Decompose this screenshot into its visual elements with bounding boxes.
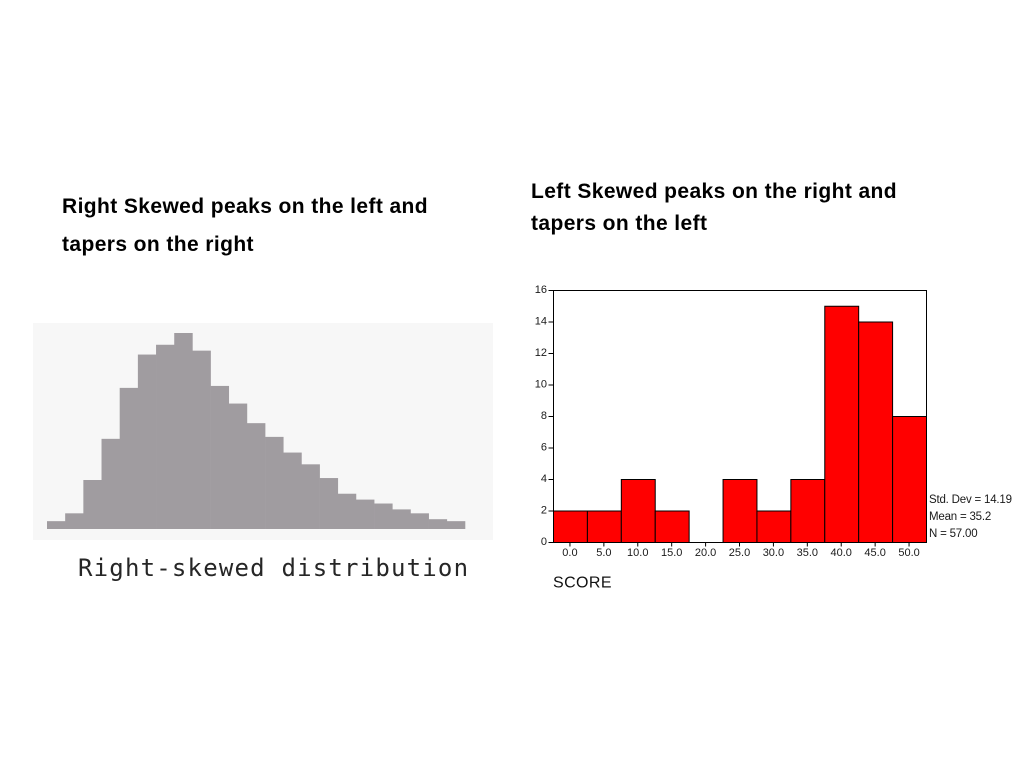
y-tick-label: 4	[541, 473, 547, 485]
score-bar	[892, 416, 927, 543]
stat-mean: Mean = 35.2	[929, 511, 991, 523]
y-tick-label: 10	[535, 379, 547, 391]
x-tick-label: 50.0	[898, 547, 919, 559]
x-axis-ticks: 0.0 5.0 10.0 15.0 20.0 25.0 30.0 35.0 40.0 45.0 50…	[562, 542, 920, 559]
right-heading-line-1: Left Skewed peaks on the right and	[531, 180, 897, 203]
left-histogram-bar	[283, 452, 302, 529]
score-bar	[553, 510, 588, 543]
y-tick-label: 6	[541, 442, 547, 454]
x-tick-label: 40.0	[831, 547, 852, 559]
left-histogram-bar	[83, 480, 102, 529]
left-histogram-bar	[410, 513, 429, 529]
left-histogram-bar	[265, 436, 284, 529]
left-histogram-bar	[137, 354, 157, 529]
score-bar	[858, 321, 894, 543]
x-tick-label: 15.0	[661, 547, 682, 559]
x-tick-label: 0.0	[562, 547, 577, 559]
left-histogram-bar	[156, 344, 175, 529]
left-histogram-bar	[246, 423, 266, 529]
stat-n: N = 57.00	[929, 528, 977, 540]
left-histogram-bar	[355, 499, 375, 529]
left-histogram-bar	[101, 438, 120, 529]
left-histogram-bar	[47, 521, 66, 529]
y-axis-ticks: 0 2 4 6 8 10 12 14 16	[535, 284, 554, 548]
left-histogram-bar	[392, 509, 411, 529]
y-tick-label: 0	[541, 536, 547, 548]
score-bar	[654, 510, 690, 543]
left-histogram-bar	[228, 403, 248, 529]
x-tick-label: 10.0	[627, 547, 648, 559]
score-bar	[790, 479, 826, 543]
score-bar	[756, 510, 792, 543]
x-axis-title: SCORE	[553, 575, 612, 592]
score-histogram: 0 2 4 6 8 10 12 14 16 0.0 5.0 10.0 15.0 20.0 25.0 30.0…	[535, 284, 1012, 592]
summary-stats: Std. Dev = 14.19 Mean = 35.2 N = 57.00	[929, 494, 1012, 540]
stat-std-dev: Std. Dev = 14.19	[929, 494, 1012, 506]
left-histogram-bar	[65, 513, 84, 529]
left-heading-line-1: Right Skewed peaks on the left and	[62, 195, 428, 218]
right-skewed-histogram	[33, 323, 493, 540]
x-tick-label: 30.0	[763, 547, 784, 559]
right-heading: Left Skewed peaks on the right and taper…	[531, 176, 897, 240]
left-histogram-bar	[446, 521, 466, 529]
y-tick-label: 8	[541, 410, 547, 422]
score-bars	[553, 305, 927, 543]
left-bars	[47, 333, 466, 529]
left-chart-caption: Right-skewed distribution	[78, 554, 470, 582]
left-histogram-bar	[301, 464, 320, 529]
x-tick-label: 20.0	[695, 547, 716, 559]
left-histogram-bar	[210, 385, 230, 529]
right-heading-line-2: tapers on the left	[531, 212, 708, 235]
score-bar	[620, 479, 656, 543]
left-heading: Right Skewed peaks on the left and taper…	[62, 188, 428, 264]
left-histogram-bar	[374, 503, 393, 529]
x-tick-label: 45.0	[864, 547, 885, 559]
y-tick-label: 14	[535, 316, 547, 328]
score-bar	[824, 305, 860, 543]
left-heading-line-2: tapers on the right	[62, 233, 254, 256]
left-histogram-bar	[337, 493, 357, 529]
y-tick-label: 16	[535, 284, 547, 296]
x-tick-label: 25.0	[729, 547, 750, 559]
x-tick-label: 5.0	[596, 547, 611, 559]
left-histogram-bar	[119, 387, 139, 529]
x-tick-label: 35.0	[797, 547, 818, 559]
y-tick-label: 12	[535, 347, 547, 359]
score-bar	[722, 479, 758, 543]
left-histogram-bar	[319, 478, 339, 529]
left-histogram-bar	[174, 333, 193, 529]
left-histogram-bar	[428, 519, 448, 529]
left-histogram-bar	[192, 350, 211, 529]
score-bar	[586, 510, 622, 543]
y-tick-label: 2	[541, 505, 547, 517]
